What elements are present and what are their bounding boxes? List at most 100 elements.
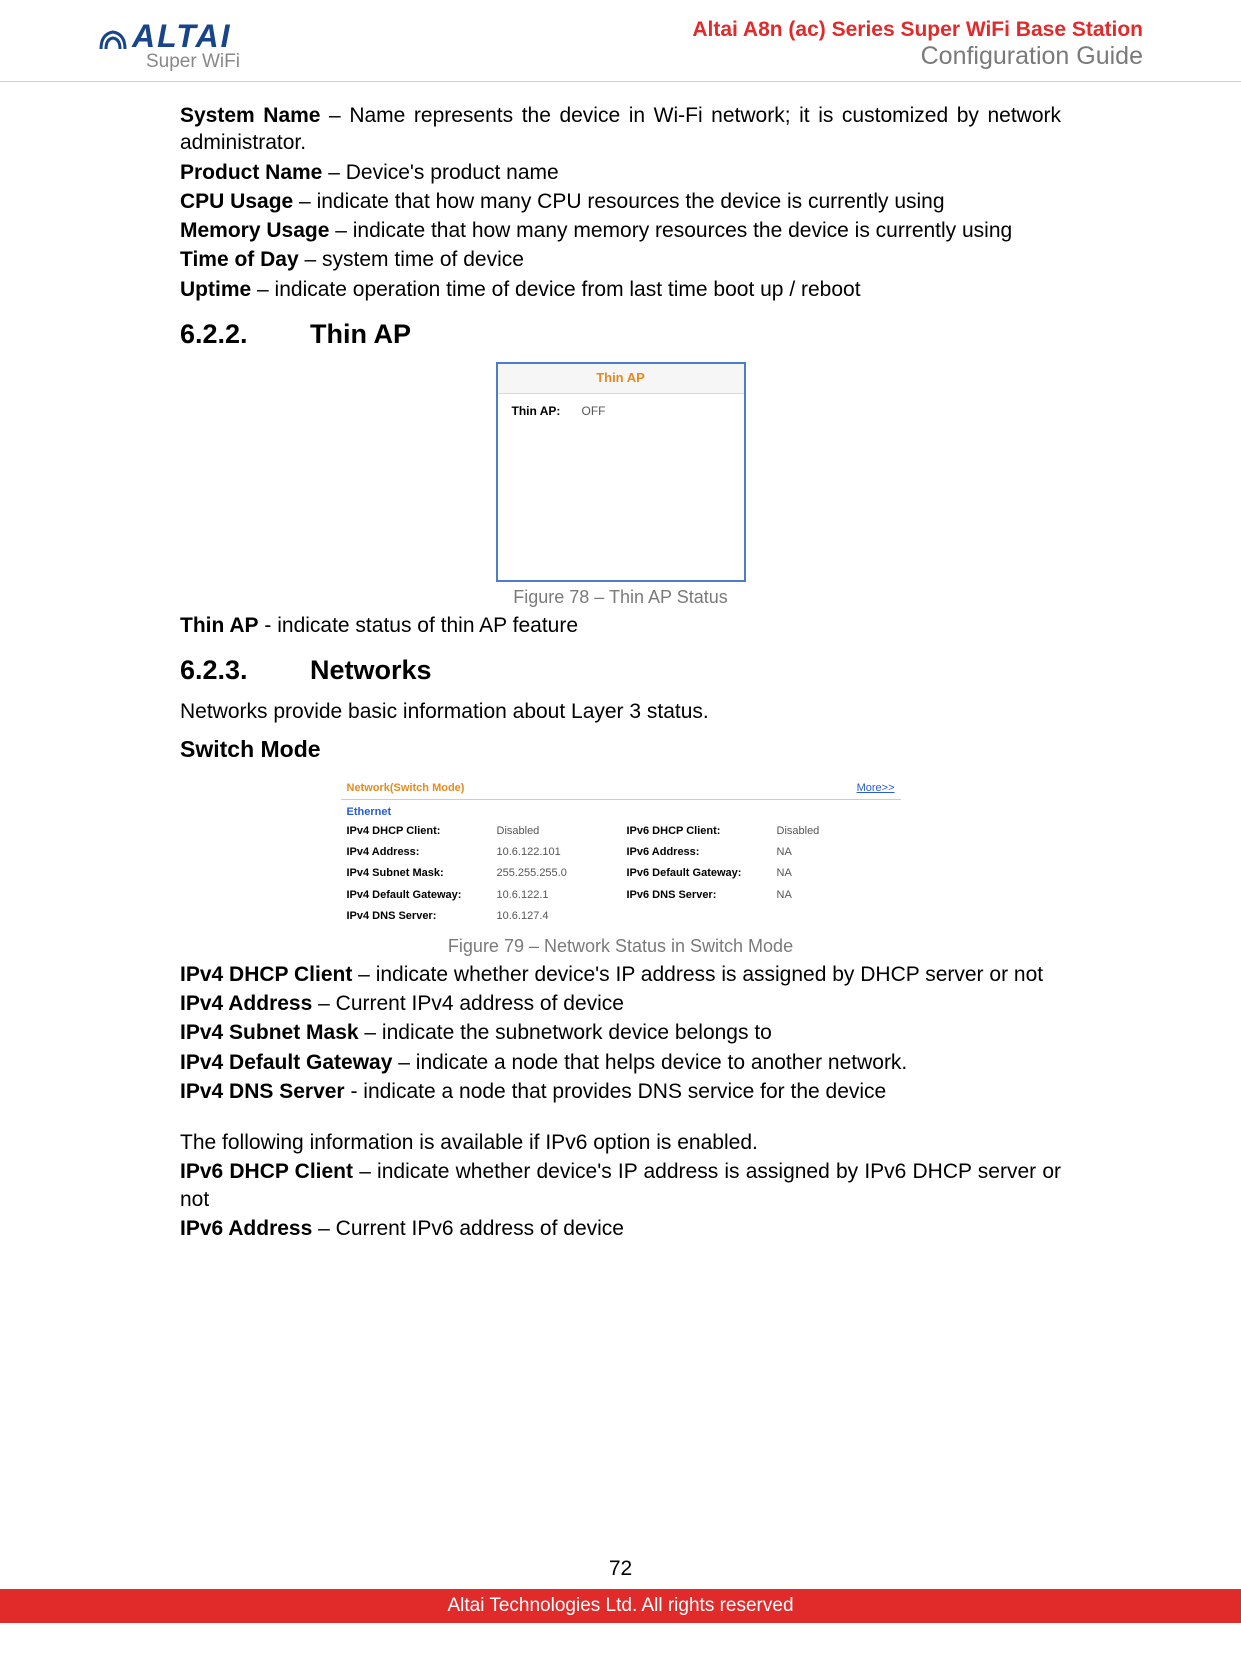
thinap-box-title: Thin AP [498,364,744,394]
definition-item: System Name – Name represents the device… [180,102,1061,157]
def-term: IPv4 Subnet Mask [180,1021,359,1044]
section-num: 6.2.3. [180,653,310,688]
definitions-top: System Name – Name represents the device… [180,102,1061,303]
def-sep: – [251,278,274,301]
def-desc: indicate operation time of device from l… [275,278,861,301]
def-sep: – [299,248,322,271]
spacer [180,1107,1061,1129]
def-sep: – [293,190,316,213]
net-key [627,909,777,923]
net-value: NA [777,888,877,902]
definition-item: IPv4 DNS Server - indicate a node that p… [180,1078,1061,1105]
logo-subtitle: Super WiFi [146,51,240,73]
net-key: IPv4 Address: [347,845,497,859]
net-key: IPv4 Default Gateway: [347,888,497,902]
net-head-left: Network(Switch Mode) [347,781,465,795]
thinap-label: Thin AP: [512,404,582,420]
definition-item: IPv6 Address – Current IPv6 address of d… [180,1215,1061,1242]
net-key: IPv4 DHCP Client: [347,824,497,838]
net-value: 10.6.127.4 [497,909,627,923]
def-sep: – [392,1051,415,1074]
content-area: System Name – Name represents the device… [0,82,1241,1242]
def-term: Time of Day [180,248,299,271]
logo-icon [98,22,128,52]
thinap-row: Thin AP: OFF [498,394,744,430]
net-figure-header: Network(Switch Mode) More>> [341,777,901,800]
networks-intro: Networks provide basic information about… [180,698,1061,725]
definition-item: Memory Usage – indicate that how many me… [180,217,1061,244]
def-term: Uptime [180,278,251,301]
logo-text: ALTAI [132,18,231,55]
net-value: 10.6.122.101 [497,845,627,859]
footer-bar: Altai Technologies Ltd. All rights reser… [0,1589,1241,1623]
def-term: Memory Usage [180,219,329,242]
figure-79-caption: Figure 79 – Network Status in Switch Mod… [180,935,1061,958]
def-term: IPv4 DNS Server [180,1080,345,1103]
def-sep: – [352,963,375,986]
def-term: IPv4 Address [180,992,312,1015]
def-term: Product Name [180,161,322,184]
def-sep: – [312,1217,335,1240]
def-term: System Name [180,104,320,127]
section-622: 6.2.2.Thin AP [180,317,1061,352]
def-term: CPU Usage [180,190,293,213]
def-term: IPv6 Address [180,1217,312,1240]
doc-title: Altai A8n (ac) Series Super WiFi Base St… [692,18,1143,42]
def-desc: indicate whether device's IP address is … [376,963,1043,986]
page-header: ALTAI Super WiFi Altai A8n (ac) Series S… [0,0,1241,82]
def-term: IPv6 DHCP Client [180,1160,353,1183]
thinap-value: OFF [582,404,606,420]
network-figure: Network(Switch Mode) More>> Ethernet IPv… [341,777,901,931]
logo-top: ALTAI [98,18,240,55]
definition-item: IPv4 Address – Current IPv4 address of d… [180,990,1061,1017]
def-term: IPv4 Default Gateway [180,1051,392,1074]
page-number: 72 [0,1557,1241,1581]
net-value: NA [777,866,877,880]
net-value [777,909,877,923]
net-value: NA [777,845,877,859]
net-key: IPv6 Address: [627,845,777,859]
def-sep: – [320,104,349,127]
net-value: 255.255.255.0 [497,866,627,880]
logo-block: ALTAI Super WiFi [98,18,240,73]
def-sep: – [359,1021,382,1044]
def-desc: Device's product name [346,161,559,184]
net-subhead: Ethernet [341,800,901,821]
net-key: IPv6 DHCP Client: [627,824,777,838]
def-sep: - [345,1080,364,1103]
def-sep: - [259,614,278,637]
def-desc: indicate the subnetwork device belongs t… [382,1021,772,1044]
net-key: IPv4 Subnet Mask: [347,866,497,880]
net-more-link[interactable]: More>> [857,781,895,795]
switch-mode-heading: Switch Mode [180,735,1061,765]
section-623: 6.2.3.Networks [180,653,1061,688]
def-desc: indicate a node that provides DNS servic… [363,1080,886,1103]
def-desc: Current IPv6 address of device [336,1217,624,1240]
def-desc: indicate that how many memory resources … [353,219,1012,242]
def-sep: – [312,992,335,1015]
section-num: 6.2.2. [180,317,310,352]
net-key: IPv6 DNS Server: [627,888,777,902]
def-desc: indicate status of thin AP feature [277,614,578,637]
definition-item: CPU Usage – indicate that how many CPU r… [180,188,1061,215]
definition-item: IPv4 DHCP Client – indicate whether devi… [180,961,1061,988]
def-desc: Current IPv4 address of device [336,992,624,1015]
definitions-network: IPv4 DHCP Client – indicate whether devi… [180,961,1061,1105]
definition-item: IPv6 DHCP Client – indicate whether devi… [180,1158,1061,1213]
section-title: Thin AP [310,319,411,349]
definition-item: Time of Day – system time of device [180,246,1061,273]
net-grid: IPv4 DHCP Client:DisabledIPv6 DHCP Clien… [341,822,901,931]
thinap-definition: Thin AP - indicate status of thin AP fea… [180,612,1061,639]
definition-item: IPv4 Subnet Mask – indicate the subnetwo… [180,1019,1061,1046]
ipv6-intro: The following information is available i… [180,1129,1061,1156]
net-value: Disabled [497,824,627,838]
def-sep: – [353,1160,377,1183]
section-title: Networks [310,655,432,685]
net-key: IPv6 Default Gateway: [627,866,777,880]
figure-78-caption: Figure 78 – Thin AP Status [180,586,1061,609]
def-desc: indicate that how many CPU resources the… [317,190,945,213]
doc-subtitle: Configuration Guide [692,42,1143,71]
header-right: Altai A8n (ac) Series Super WiFi Base St… [692,18,1143,71]
definition-item: Product Name – Device's product name [180,159,1061,186]
def-desc: system time of device [322,248,524,271]
